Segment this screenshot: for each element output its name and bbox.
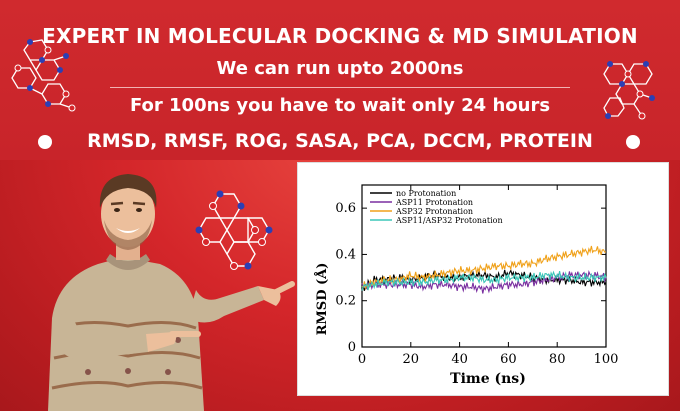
header-band bbox=[0, 0, 680, 160]
divider-line bbox=[110, 87, 570, 88]
series-line bbox=[361, 245, 606, 291]
timing-note: For 100ns you have to wait only 24 hours bbox=[129, 95, 551, 116]
legend-label: ASP32 Protonation bbox=[395, 207, 473, 216]
molecule-right-icon bbox=[603, 61, 655, 120]
x-tick-label: 100 bbox=[594, 352, 619, 367]
x-axis-label: Time (ns) bbox=[450, 371, 526, 387]
molecule-left-icon bbox=[11, 39, 76, 112]
x-tick-label: 20 bbox=[403, 352, 420, 367]
bullet-right-icon bbox=[626, 135, 640, 149]
y-tick-label: 0.2 bbox=[335, 294, 356, 309]
series-line bbox=[361, 270, 607, 291]
x-tick-label: 40 bbox=[451, 352, 468, 367]
analysis-list: RMSD, RMSF, ROG, SASA, PCA, DCCM, PROTEI… bbox=[87, 130, 593, 152]
legend-label: no Protonation bbox=[396, 189, 456, 198]
legend-label: ASP11 Protonation bbox=[395, 198, 473, 207]
y-tick-label: 0.6 bbox=[335, 201, 356, 216]
plot-frame bbox=[361, 184, 607, 348]
bullet-left-icon bbox=[38, 135, 52, 149]
presenter-illustration bbox=[48, 174, 295, 411]
molecule-center-icon bbox=[195, 190, 273, 270]
y-tick-label: 0.4 bbox=[335, 247, 356, 262]
legend-label: ASP11/ASP32 Protonation bbox=[395, 216, 503, 225]
x-tick-label: 60 bbox=[500, 352, 517, 367]
y-tick-label: 0 bbox=[348, 340, 356, 355]
x-tick-label: 0 bbox=[358, 352, 366, 367]
x-tick-label: 80 bbox=[549, 352, 566, 367]
subheadline: We can run upto 2000ns bbox=[216, 58, 464, 79]
headline: EXPERT IN MOLECULAR DOCKING & MD SIMULAT… bbox=[42, 24, 638, 48]
y-axis-label: RMSD (Å) bbox=[314, 263, 330, 336]
